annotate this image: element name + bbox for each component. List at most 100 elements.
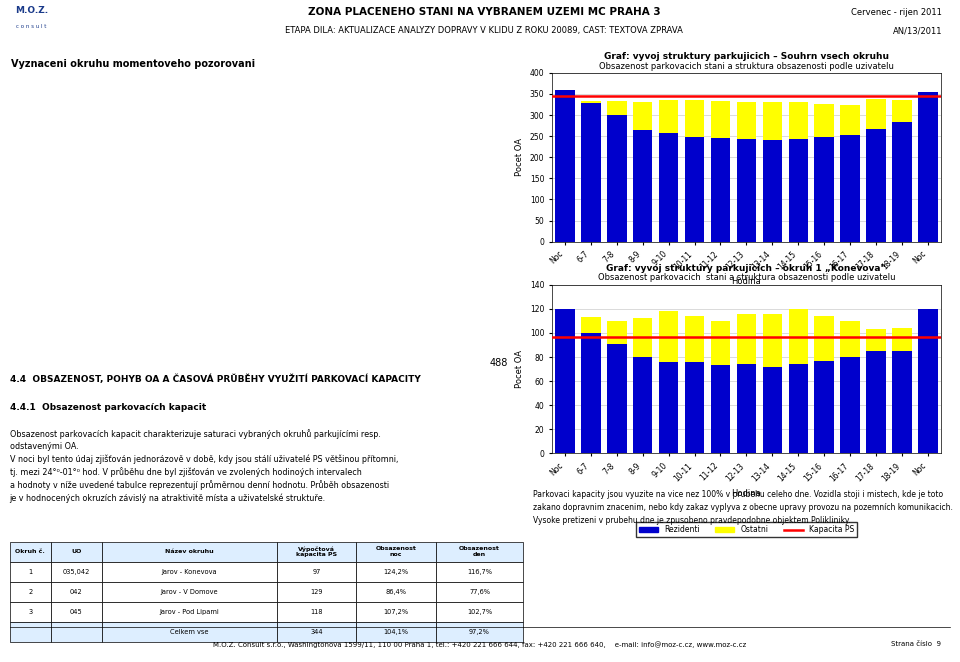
Bar (840, 357, 860, 453)
FancyBboxPatch shape (436, 622, 523, 642)
Text: 129: 129 (310, 589, 323, 595)
Text: Jarov - Konevova: Jarov - Konevova (161, 569, 217, 575)
Title: Obsazenost parkovacich  stani a struktura obsazenosti podle uzivatelu: Obsazenost parkovacich stani a struktura… (598, 273, 895, 283)
Legend: Rezidenti, Ostatni, Kapacita PS: Rezidenti, Ostatni, Kapacita PS (636, 522, 857, 538)
Text: 102,7%: 102,7% (467, 609, 492, 615)
Text: Výpočtová
kapacita PS: Výpočtová kapacita PS (296, 546, 337, 557)
Bar (684, 362, 705, 453)
Text: 86,4%: 86,4% (386, 589, 407, 595)
Bar (710, 321, 731, 365)
Bar (840, 321, 860, 357)
Text: AN/13/2011: AN/13/2011 (893, 26, 942, 36)
Text: 77,6%: 77,6% (469, 589, 490, 595)
FancyBboxPatch shape (276, 542, 356, 562)
Bar (633, 103, 653, 130)
Bar (555, 308, 575, 453)
Text: M.O.Z. Consult s.r.o., Washingtonova 1599/11, 110 00 Praha 1, tel.: +420 221 666: M.O.Z. Consult s.r.o., Washingtonova 159… (213, 641, 747, 647)
FancyBboxPatch shape (10, 622, 51, 642)
Bar (633, 318, 653, 357)
Y-axis label: Pocet OA: Pocet OA (516, 138, 524, 176)
Bar (736, 314, 756, 364)
Text: 045: 045 (70, 609, 83, 615)
Bar (581, 317, 601, 333)
Bar (892, 328, 912, 351)
FancyBboxPatch shape (356, 582, 436, 602)
Bar (659, 362, 679, 453)
Bar (840, 135, 860, 242)
FancyBboxPatch shape (356, 542, 436, 562)
Bar (866, 351, 886, 453)
Text: M.O.Z.: M.O.Z. (14, 6, 48, 15)
Text: Vyznaceni okruhu momentoveho pozorovani: Vyznaceni okruhu momentoveho pozorovani (11, 58, 254, 68)
Text: Obsazenost
noc: Obsazenost noc (375, 546, 417, 557)
Text: Obsazenost parkovacích kapacit charakterizuje saturaci vybraných okruhů parkujíc: Obsazenost parkovacích kapacit charakter… (10, 429, 398, 503)
FancyBboxPatch shape (51, 562, 102, 582)
FancyBboxPatch shape (10, 542, 51, 562)
Text: 118: 118 (310, 609, 323, 615)
Bar (736, 103, 756, 140)
Bar (607, 115, 627, 242)
Text: Název okruhu: Název okruhu (165, 549, 214, 554)
Text: 042: 042 (70, 589, 83, 595)
Text: 124,2%: 124,2% (384, 569, 409, 575)
Title: Obsazenost parkovacich stani a struktura obsazenosti podle uzivatelu: Obsazenost parkovacich stani a struktura… (599, 62, 894, 71)
Text: c o n s u l t: c o n s u l t (16, 24, 46, 29)
Text: 104,1%: 104,1% (384, 630, 409, 636)
FancyBboxPatch shape (276, 622, 356, 642)
Bar (710, 365, 731, 453)
FancyBboxPatch shape (51, 602, 102, 622)
FancyBboxPatch shape (102, 562, 276, 582)
FancyBboxPatch shape (51, 542, 102, 562)
FancyBboxPatch shape (51, 622, 102, 642)
Text: 3: 3 (28, 609, 33, 615)
FancyBboxPatch shape (102, 602, 276, 622)
FancyBboxPatch shape (10, 602, 51, 622)
FancyBboxPatch shape (102, 542, 276, 562)
FancyBboxPatch shape (356, 562, 436, 582)
Bar (633, 357, 653, 453)
FancyBboxPatch shape (356, 602, 436, 622)
Text: Obsazenost
den: Obsazenost den (459, 546, 500, 557)
Text: 97: 97 (312, 569, 321, 575)
FancyBboxPatch shape (276, 582, 356, 602)
Bar (866, 329, 886, 351)
Bar (892, 100, 912, 122)
Bar (866, 129, 886, 242)
Bar (892, 351, 912, 453)
Text: Okruh č.: Okruh č. (15, 549, 45, 554)
Y-axis label: Pocet OA: Pocet OA (516, 350, 524, 388)
Bar (736, 364, 756, 453)
FancyBboxPatch shape (102, 582, 276, 602)
Text: Graf: vyvoj struktury parkujicich – okruh 1 „Konevova“: Graf: vyvoj struktury parkujicich – okru… (606, 263, 887, 273)
Text: Strana číslo  9: Strana číslo 9 (891, 641, 941, 647)
Bar (581, 333, 601, 453)
Bar (918, 308, 938, 453)
FancyBboxPatch shape (51, 582, 102, 602)
Bar (892, 122, 912, 242)
Bar (788, 139, 808, 242)
Text: 116,7%: 116,7% (468, 569, 492, 575)
Bar (840, 105, 860, 135)
Text: 035,042: 035,042 (62, 569, 90, 575)
FancyBboxPatch shape (356, 622, 436, 642)
Text: Cervenec - rijen 2011: Cervenec - rijen 2011 (852, 7, 942, 17)
Bar (814, 138, 834, 242)
Text: 2: 2 (28, 589, 33, 595)
X-axis label: Hodina: Hodina (732, 489, 761, 498)
Bar (659, 133, 679, 242)
FancyBboxPatch shape (436, 582, 523, 602)
Bar (814, 361, 834, 453)
Text: 97,2%: 97,2% (469, 630, 490, 636)
Bar (788, 308, 808, 364)
Bar (814, 316, 834, 361)
Bar (814, 105, 834, 138)
FancyBboxPatch shape (102, 622, 276, 642)
Bar (788, 364, 808, 453)
Bar (555, 89, 575, 242)
Legend: Rezidenti, Ostatni, Kapacita PS: Rezidenti, Ostatni, Kapacita PS (636, 310, 857, 326)
Text: ZONA PLACENEHO STANI NA VYBRANEM UZEMI MC PRAHA 3: ZONA PLACENEHO STANI NA VYBRANEM UZEMI M… (308, 7, 660, 17)
FancyBboxPatch shape (10, 582, 51, 602)
Text: 488: 488 (490, 357, 508, 368)
X-axis label: Hodina: Hodina (732, 277, 761, 286)
Bar (736, 140, 756, 242)
